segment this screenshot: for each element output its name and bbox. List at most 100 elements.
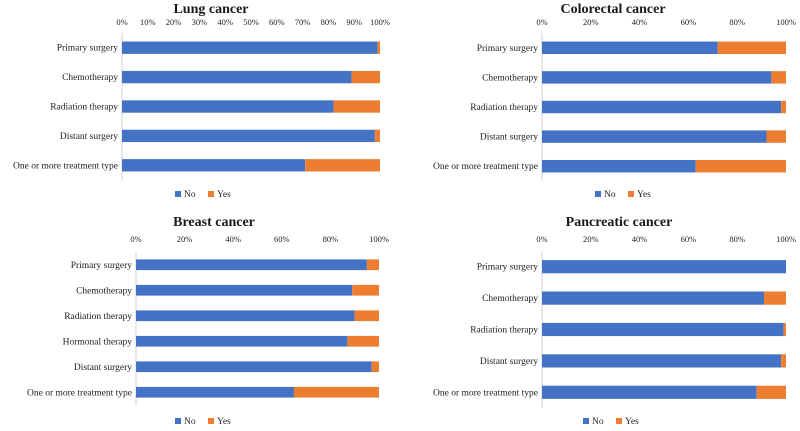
category-label: Chemotherapy [62, 73, 118, 83]
x-tick-label: 0% [536, 234, 547, 244]
bar-yes-radiation-therapy [783, 322, 786, 337]
bar-yes-hormonal-therapy [347, 335, 379, 347]
category-label: One or more treatment type [433, 388, 538, 398]
bar-yes-chemotherapy [771, 71, 786, 84]
bar-yes-chemotherapy [352, 284, 379, 296]
legend-label-no: No [184, 417, 196, 427]
x-tick-label: 0% [130, 234, 141, 244]
breast-cancer-panel: Breast cancer 0% 20% 40% 60% 80% 100% Primary s… [27, 215, 389, 427]
x-tick-label: 10% [140, 17, 156, 27]
legend-swatch-no [175, 191, 181, 197]
x-tick-label: 100% [776, 234, 796, 244]
category-label: Distant surgery [60, 132, 118, 142]
category-label: One or more treatment type [433, 162, 538, 172]
category-label: Radiation therapy [64, 312, 132, 322]
x-tick-label: 20% [177, 234, 193, 244]
x-tick-label: 40% [217, 17, 233, 27]
colorectal-cancer-panel: Colorectal cancer 0% 20% 40% 60% 80% 100% Prima… [433, 2, 796, 200]
x-tick-label: 20% [583, 17, 599, 27]
bar-no-chemotherapy [542, 71, 772, 84]
legend-swatch-yes [616, 418, 622, 424]
x-tick-label: 0% [116, 17, 127, 27]
legend-label-yes: Yes [217, 190, 231, 200]
x-tick-label: 50% [243, 17, 259, 27]
x-tick-label: 40% [225, 234, 241, 244]
x-tick-label: 100% [369, 234, 389, 244]
bar-yes-distant-surgery [374, 129, 380, 143]
bar-yes-distant-surgery [766, 130, 786, 143]
legend-swatch-yes [208, 191, 214, 197]
category-label: Distant surgery [480, 133, 538, 143]
x-tick-label: 80% [323, 234, 339, 244]
bar-yes-primary-surgery [366, 259, 379, 271]
x-tick-label: 80% [321, 17, 337, 27]
bar-no-distant-surgery [136, 361, 372, 373]
legend-swatch-yes [628, 191, 634, 197]
x-tick-label: 60% [274, 234, 290, 244]
category-label: Chemotherapy [482, 73, 538, 83]
bar-no-one-or-more-treatment-type [542, 385, 757, 399]
category-label: Radiation therapy [50, 103, 118, 113]
bar-no-one-or-more-treatment-type [136, 386, 294, 398]
bar-yes-one-or-more-treatment-type [293, 386, 379, 398]
bar-no-distant-surgery [542, 130, 767, 143]
bar-no-hormonal-therapy [136, 335, 348, 347]
bar-no-one-or-more-treatment-type [122, 159, 306, 172]
legend-swatch-yes [208, 418, 214, 424]
legend-swatch-no [595, 191, 601, 197]
x-tick-label: 80% [729, 17, 745, 27]
bar-yes-primary-surgery [377, 41, 380, 54]
x-tick-label: 20% [583, 234, 599, 244]
x-tick-label: 60% [681, 17, 697, 27]
bar-no-primary-surgery [122, 41, 378, 54]
bar-no-radiation-therapy [136, 310, 355, 322]
category-label: Radiation therapy [470, 103, 538, 113]
category-label: Primary surgery [477, 44, 539, 54]
legend-label-yes: Yes [217, 417, 231, 427]
x-tick-label: 0% [536, 17, 547, 27]
x-tick-label: 90% [346, 17, 362, 27]
category-label: Primary surgery [71, 261, 133, 271]
bar-no-radiation-therapy [542, 100, 782, 114]
bar-yes-one-or-more-treatment-type [305, 159, 380, 172]
x-tick-label: 30% [192, 17, 208, 27]
category-label: Primary surgery [57, 44, 119, 54]
bar-no-chemotherapy [122, 70, 352, 84]
bar-no-one-or-more-treatment-type [542, 159, 696, 173]
x-tick-label: 100% [370, 17, 390, 27]
bar-no-primary-surgery [542, 41, 718, 55]
x-tick-label: 20% [166, 17, 182, 27]
category-label: Radiation therapy [470, 326, 538, 336]
x-tick-label: 80% [729, 234, 745, 244]
bar-no-primary-surgery [136, 259, 367, 271]
bar-yes-distant-surgery [781, 354, 786, 368]
breast-cancer-title: Breast cancer [173, 215, 255, 230]
legend-label-no: No [184, 190, 196, 200]
x-tick-label: 40% [632, 17, 648, 27]
category-label: Chemotherapy [76, 286, 132, 296]
category-label: Hormonal therapy [63, 337, 133, 347]
category-label: Distant surgery [480, 357, 538, 367]
bar-no-radiation-therapy [542, 322, 784, 337]
bar-yes-one-or-more-treatment-type [756, 385, 786, 399]
pancreatic-cancer-title: Pancreatic cancer [566, 215, 673, 230]
bar-yes-distant-surgery [371, 361, 379, 373]
x-tick-label: 40% [632, 234, 648, 244]
bar-no-chemotherapy [136, 284, 353, 296]
bar-no-primary-surgery [542, 260, 786, 274]
x-tick-label: 60% [269, 17, 285, 27]
lung-cancer-panel: Lung cancer 0% 10% 20% 30% 40% 50% 60% 70% 80% 90%… [13, 2, 390, 200]
category-label: Chemotherapy [482, 294, 538, 304]
category-label: One or more treatment type [27, 388, 132, 398]
pancreatic-cancer-panel: Pancreatic cancer 0% 20% 40% 60% 80% 100% Prima… [433, 215, 796, 427]
bar-no-chemotherapy [542, 291, 765, 305]
bar-yes-one-or-more-treatment-type [695, 159, 786, 173]
category-label: One or more treatment type [13, 161, 118, 171]
bar-no-distant-surgery [542, 354, 782, 368]
x-tick-label: 100% [776, 17, 796, 27]
legend-swatch-no [175, 418, 181, 424]
legend-label-yes: Yes [625, 417, 639, 427]
bar-no-distant-surgery [122, 129, 375, 143]
bar-yes-chemotherapy [764, 291, 786, 305]
